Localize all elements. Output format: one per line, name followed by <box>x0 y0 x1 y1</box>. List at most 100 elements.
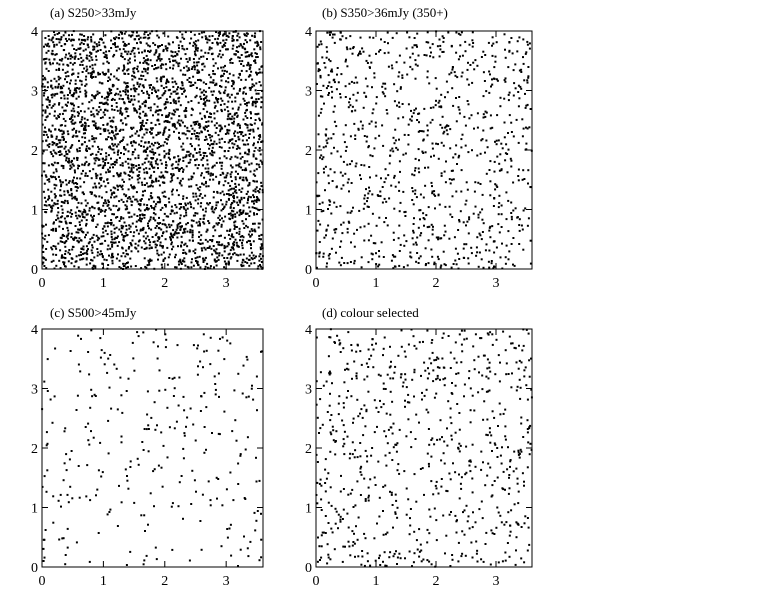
data-point <box>64 253 67 255</box>
data-point <box>172 67 174 70</box>
data-point <box>174 253 177 256</box>
data-point <box>247 195 250 198</box>
data-point <box>123 221 126 224</box>
data-point <box>234 189 237 192</box>
data-point <box>218 252 221 255</box>
data-point <box>412 243 415 246</box>
data-point <box>125 194 128 197</box>
data-point <box>417 226 420 229</box>
data-point <box>421 391 423 394</box>
data-point <box>510 218 513 221</box>
data-point <box>77 95 80 98</box>
data-point <box>179 258 182 261</box>
data-point <box>248 264 251 267</box>
data-point <box>177 86 179 89</box>
data-point <box>228 230 231 232</box>
data-point <box>218 34 220 37</box>
data-point <box>125 249 128 252</box>
data-point <box>371 86 373 89</box>
data-point <box>361 127 364 130</box>
data-point <box>227 115 230 118</box>
data-point <box>182 159 185 162</box>
data-point <box>229 471 232 474</box>
data-point <box>229 164 232 167</box>
data-point <box>217 258 220 261</box>
data-point <box>460 138 463 141</box>
data-point <box>458 108 461 111</box>
data-point <box>118 130 121 132</box>
data-point <box>148 94 151 97</box>
data-point <box>99 117 102 119</box>
data-point <box>260 181 263 184</box>
data-point <box>92 186 95 189</box>
data-point <box>226 172 229 175</box>
data-point <box>451 169 454 172</box>
data-point <box>243 227 246 229</box>
data-point <box>129 101 132 103</box>
data-point <box>162 231 165 234</box>
data-point <box>196 132 199 134</box>
data-point <box>76 111 79 114</box>
data-point <box>253 169 256 172</box>
data-point <box>165 226 168 229</box>
data-point <box>92 76 95 78</box>
data-point <box>332 110 335 113</box>
data-point <box>77 465 80 467</box>
data-point <box>69 164 72 167</box>
data-point <box>233 224 236 227</box>
data-point <box>81 212 84 215</box>
data-point <box>158 54 161 57</box>
data-point <box>343 262 346 264</box>
data-point <box>254 41 257 44</box>
data-point <box>445 80 448 83</box>
data-point <box>175 82 178 85</box>
data-point <box>95 494 97 497</box>
data-point <box>73 89 76 92</box>
data-point <box>168 112 171 115</box>
data-point <box>242 364 245 367</box>
data-point <box>125 252 128 255</box>
data-point <box>107 136 110 138</box>
data-point <box>178 263 180 266</box>
data-point <box>65 156 68 159</box>
data-point <box>454 247 457 250</box>
data-point <box>366 85 369 88</box>
data-point <box>220 79 223 82</box>
data-point <box>398 250 401 252</box>
x-tick-label: 2 <box>433 276 440 291</box>
data-point <box>193 132 196 135</box>
data-point <box>406 73 409 76</box>
data-point <box>124 91 127 93</box>
data-point <box>65 235 68 238</box>
data-point <box>70 236 73 239</box>
data-point <box>182 87 185 90</box>
data-point <box>177 232 180 235</box>
data-point <box>45 223 47 226</box>
data-point <box>177 404 180 407</box>
data-point <box>200 548 203 551</box>
data-point <box>60 220 63 223</box>
data-point <box>202 217 205 220</box>
data-point <box>411 52 414 55</box>
data-point <box>328 58 330 61</box>
data-point <box>150 247 153 249</box>
data-point <box>360 164 363 166</box>
data-point <box>336 67 339 69</box>
data-point <box>157 258 159 261</box>
data-point <box>85 83 88 86</box>
data-point <box>199 95 202 98</box>
data-point <box>125 123 127 126</box>
data-point <box>85 224 87 227</box>
data-point <box>193 479 196 482</box>
data-point <box>211 35 214 37</box>
data-point <box>335 228 338 231</box>
data-point <box>73 48 76 50</box>
data-point <box>76 239 79 242</box>
data-point <box>126 115 129 118</box>
data-point <box>202 183 205 186</box>
data-point <box>435 87 438 90</box>
data-point <box>223 236 226 239</box>
data-point <box>83 164 86 167</box>
data-point <box>412 223 415 225</box>
data-point <box>433 193 436 196</box>
